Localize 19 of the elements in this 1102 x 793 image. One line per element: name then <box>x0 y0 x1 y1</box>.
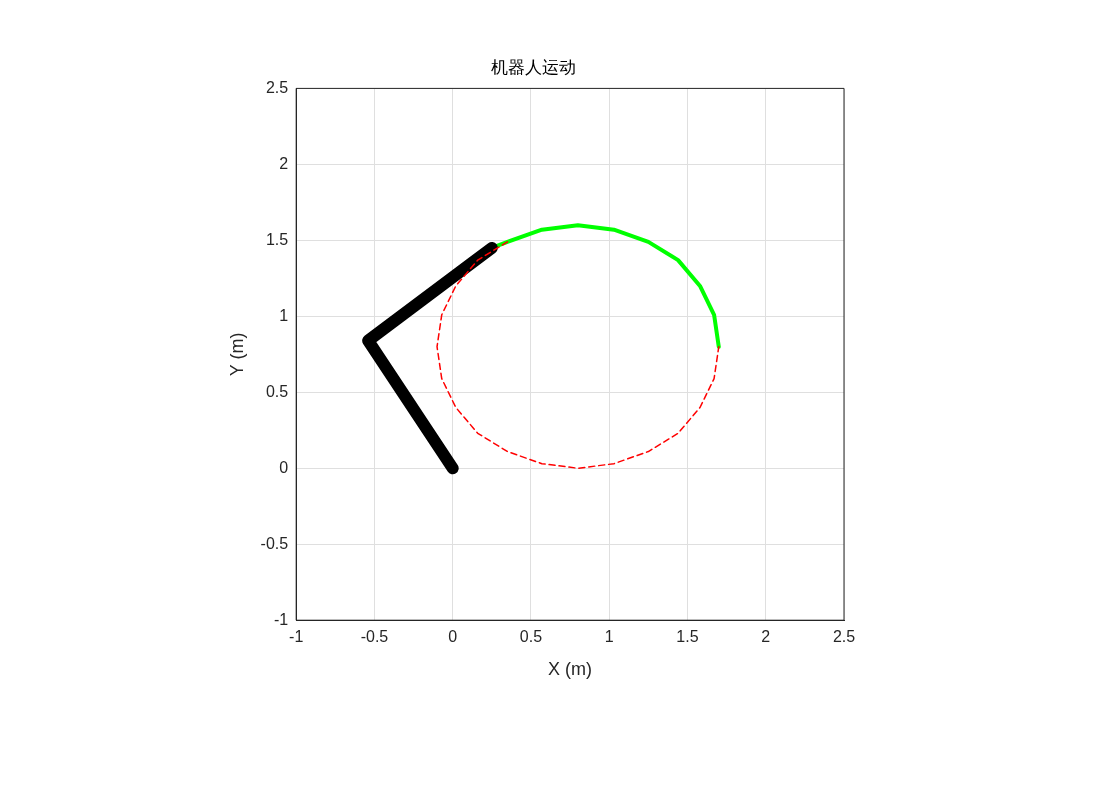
x-tick-label: -0.5 <box>360 628 389 646</box>
x-tick-label: 2.5 <box>832 628 856 646</box>
y-tick-label: 1.5 <box>265 230 289 248</box>
x-tick-label: 1.5 <box>676 628 699 646</box>
line-series <box>436 241 720 470</box>
y-tick-label: 0.5 <box>265 382 289 400</box>
y-tick-label: 1 <box>279 306 289 324</box>
x-axis-title: X (m) <box>548 659 593 680</box>
y-tick-label: 2.5 <box>265 78 289 96</box>
x-tick-label: 0.5 <box>519 628 543 646</box>
x-tick-label: 1 <box>604 628 614 646</box>
y-tick-label: 2 <box>279 154 289 172</box>
y-tick-label: -0.5 <box>260 534 289 552</box>
chart-title: 机器人运动 <box>491 57 576 77</box>
y-tick-label: -1 <box>273 610 289 628</box>
y-tick-label: 0 <box>279 458 289 476</box>
x-tick-label: 2 <box>761 628 771 646</box>
x-tick-label: 0 <box>448 628 458 646</box>
y-axis-title: Y (m) <box>226 332 247 377</box>
